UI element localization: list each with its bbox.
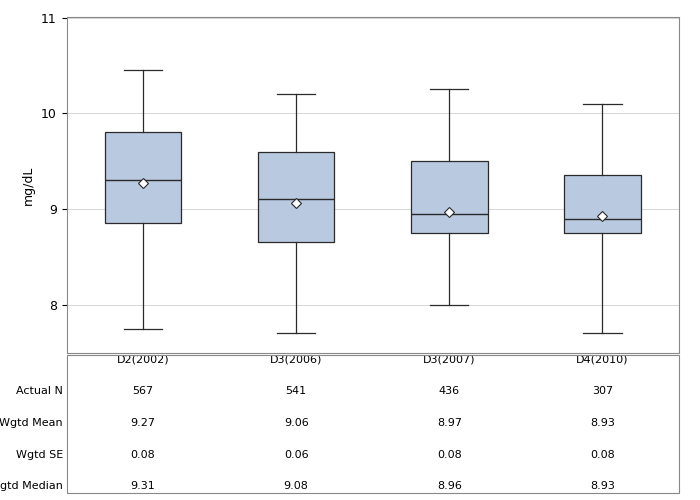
Text: 9.31: 9.31 [131,481,155,491]
Text: D2(2002): D2(2002) [117,355,169,365]
Text: 8.93: 8.93 [590,418,615,428]
PathPatch shape [564,176,640,233]
Text: 307: 307 [592,386,613,396]
Text: 0.08: 0.08 [437,450,462,460]
PathPatch shape [258,152,335,242]
Text: 9.08: 9.08 [284,481,309,491]
Text: 9.27: 9.27 [131,418,155,428]
Text: D3(2006): D3(2006) [270,355,323,365]
Text: 541: 541 [286,386,307,396]
Text: Wgtd Median: Wgtd Median [0,481,63,491]
PathPatch shape [411,161,488,233]
Text: 0.06: 0.06 [284,450,309,460]
Text: 9.06: 9.06 [284,418,309,428]
PathPatch shape [105,132,181,224]
Text: 436: 436 [439,386,460,396]
Text: 0.08: 0.08 [131,450,155,460]
Text: D3(2007): D3(2007) [423,355,475,365]
Y-axis label: mg/dL: mg/dL [22,166,35,204]
Text: 8.96: 8.96 [437,481,462,491]
Text: 0.08: 0.08 [590,450,615,460]
Text: Actual N: Actual N [16,386,63,396]
Text: 8.93: 8.93 [590,481,615,491]
Text: D4(2010): D4(2010) [576,355,629,365]
Text: 567: 567 [132,386,153,396]
Text: Wgtd Mean: Wgtd Mean [0,418,63,428]
Text: 8.97: 8.97 [437,418,462,428]
Text: Wgtd SE: Wgtd SE [15,450,63,460]
